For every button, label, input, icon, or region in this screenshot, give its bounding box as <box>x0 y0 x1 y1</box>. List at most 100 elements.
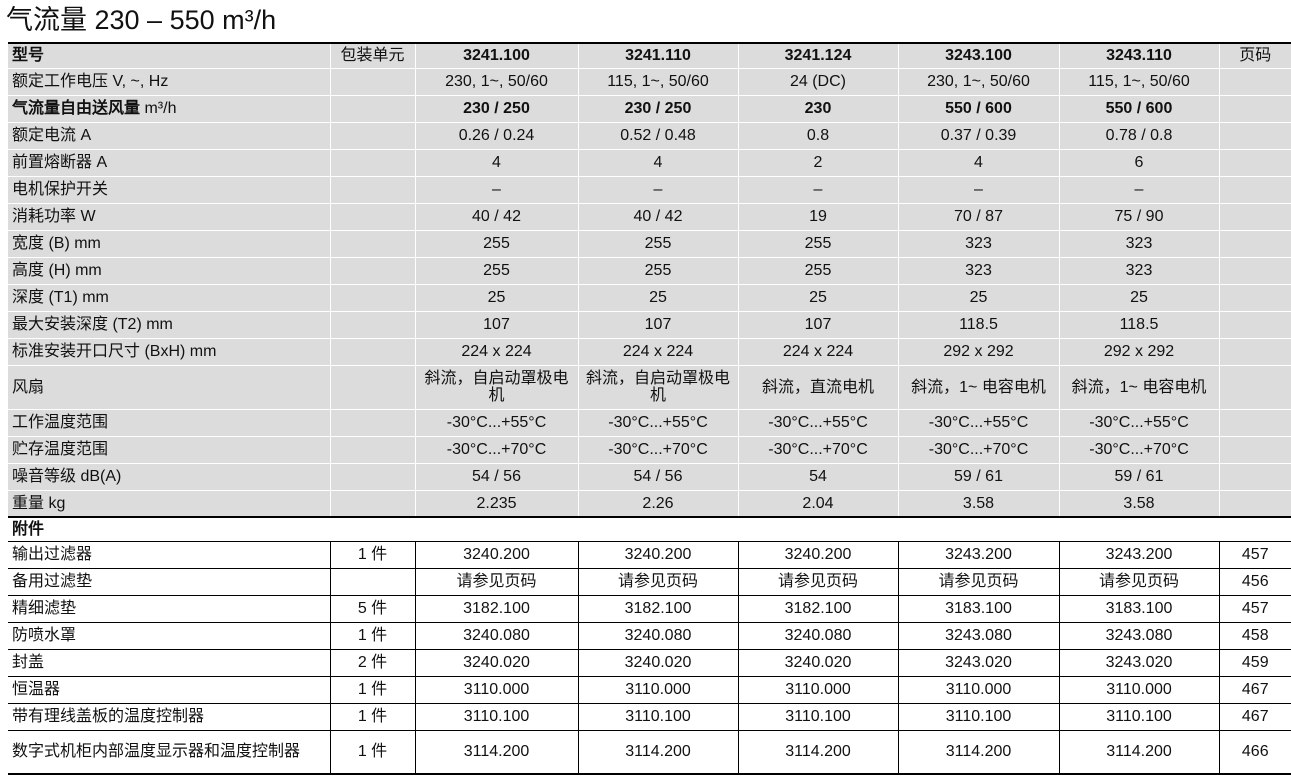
spec-row: 高度 (H) mm 255 255 255 323 323 <box>8 257 1291 285</box>
accessory-value: 请参见页码 <box>1058 568 1219 596</box>
accessory-value: 3240.080 <box>414 622 578 650</box>
accessory-value: 3243.020 <box>1058 649 1219 677</box>
spec-value: 3.58 <box>1058 490 1219 518</box>
accessory-value: 3110.000 <box>1058 676 1219 704</box>
spec-label: 深度 (T1) mm <box>8 284 330 312</box>
accessory-page: 457 <box>1218 541 1291 569</box>
spec-label-text: 宽度 (B) mm <box>12 235 101 252</box>
spec-value: -30°C...+55°C <box>577 409 738 437</box>
accessory-value: 3114.200 <box>577 730 738 775</box>
spec-value: 107 <box>577 311 738 339</box>
spec-value: 118.5 <box>1058 311 1219 339</box>
unit-cell <box>329 490 415 518</box>
accessory-page: 467 <box>1218 703 1291 731</box>
accessory-page: 467 <box>1218 676 1291 704</box>
spec-value: 54 / 56 <box>414 463 578 491</box>
spec-value: 2.235 <box>414 490 578 518</box>
spec-label-text: 气流量自由送风量 <box>12 100 141 117</box>
spec-value: 25 <box>414 284 578 312</box>
unit-cell <box>329 257 415 285</box>
spec-row: 额定工作电压 V, ~, Hz 230, 1~, 50/60 115, 1~, 50… <box>8 68 1291 96</box>
page-cell <box>1218 409 1291 437</box>
spec-value: – <box>737 176 898 204</box>
accessory-page: 466 <box>1218 730 1291 775</box>
spec-value: 59 / 61 <box>897 463 1059 491</box>
spec-value: 3.58 <box>897 490 1059 518</box>
spec-value: 550 / 600 <box>897 95 1059 123</box>
accessory-value: 3182.100 <box>737 595 898 623</box>
model-number: 3243.100 <box>897 42 1059 69</box>
accessory-value: 3182.100 <box>414 595 578 623</box>
page-cell <box>1218 95 1291 123</box>
spec-label: 电机保护开关 <box>8 176 330 204</box>
unit-cell <box>329 68 415 96</box>
page-cell <box>1218 490 1291 518</box>
spec-value: 59 / 61 <box>1058 463 1219 491</box>
accessory-page: 457 <box>1218 595 1291 623</box>
accessory-value: 3240.200 <box>737 541 898 569</box>
spec-value: 2 <box>737 149 898 177</box>
spec-label: 标准安装开口尺寸 (BxH) mm <box>8 338 330 366</box>
spec-value: 斜流，直流电机 <box>737 365 898 410</box>
unit-cell <box>329 230 415 258</box>
spec-value: 54 / 56 <box>577 463 738 491</box>
spec-value: 224 x 224 <box>737 338 898 366</box>
spec-row: 消耗功率 W 40 / 42 40 / 42 19 70 / 87 75 / 90 <box>8 203 1291 231</box>
accessory-page: 456 <box>1218 568 1291 596</box>
spec-value: 0.52 / 0.48 <box>577 122 738 150</box>
accessory-value: 3243.020 <box>897 649 1059 677</box>
page-cell <box>1218 122 1291 150</box>
spec-value: 255 <box>737 257 898 285</box>
accessory-value: 3114.200 <box>897 730 1059 775</box>
spec-value: -30°C...+70°C <box>737 436 898 464</box>
unit-cell <box>329 311 415 339</box>
spec-label-text: 噪音等级 dB(A) <box>12 468 122 485</box>
spec-value: 25 <box>897 284 1059 312</box>
header-row: 型号 包装单元 3241.100 3241.110 3241.124 3243.100 32… <box>8 42 1291 69</box>
spec-value: 0.8 <box>737 122 898 150</box>
spec-value: -30°C...+55°C <box>1058 409 1219 437</box>
accessory-row: 输出过滤器 1 件 3240.200 3240.200 3240.200 3243.200… <box>8 541 1291 569</box>
spec-value: 4 <box>414 149 578 177</box>
accessory-value: 3110.100 <box>1058 703 1219 731</box>
spec-value: 224 x 224 <box>414 338 578 366</box>
model-number: 3241.124 <box>737 42 898 69</box>
accessory-value: 3110.100 <box>577 703 738 731</box>
spec-row: 贮存温度范围 -30°C...+70°C -30°C...+70°C -30°C...… <box>8 436 1291 464</box>
page-cell <box>1218 68 1291 96</box>
spec-label-text: 深度 (T1) mm <box>12 289 109 306</box>
spec-label-text: 前置熔断器 A <box>12 154 108 171</box>
accessory-row: 防喷水罩 1 件 3240.080 3240.080 3240.080 3243.080 3… <box>8 622 1291 650</box>
spec-value: 230, 1~, 50/60 <box>414 68 578 96</box>
accessory-value: 3114.200 <box>414 730 578 775</box>
spec-value: 斜流，自启动罩极电机 <box>577 365 738 410</box>
accessory-unit: 2 件 <box>329 649 415 677</box>
spec-label-text: 标准安装开口尺寸 (BxH) mm <box>12 343 217 360</box>
spec-label-unit: m³/h <box>144 100 177 117</box>
spec-label: 贮存温度范围 <box>8 436 330 464</box>
spec-row: 最大安装深度 (T2) mm 107 107 107 118.5 118.5 <box>8 311 1291 339</box>
spec-value: 40 / 42 <box>414 203 578 231</box>
spec-value: 19 <box>737 203 898 231</box>
accessory-row: 带有理线盖板的温度控制器 1 件 3110.100 3110.100 3110.100 3… <box>8 703 1291 731</box>
spec-row: 电机保护开关 – – – – – <box>8 176 1291 204</box>
page-cell <box>1218 365 1291 410</box>
accessory-value: 3240.020 <box>577 649 738 677</box>
page-cell <box>1218 463 1291 491</box>
spec-value: -30°C...+70°C <box>577 436 738 464</box>
spec-label-text: 高度 (H) mm <box>12 262 102 279</box>
spec-value: 6 <box>1058 149 1219 177</box>
accessory-value: 3114.200 <box>737 730 898 775</box>
spec-value: 255 <box>414 257 578 285</box>
spec-value: 40 / 42 <box>577 203 738 231</box>
unit-cell <box>329 436 415 464</box>
accessory-value: 3110.000 <box>577 676 738 704</box>
spec-value: 323 <box>897 257 1059 285</box>
header-label: 型号 <box>8 42 330 69</box>
accessory-value: 3114.200 <box>1058 730 1219 775</box>
header-page: 页码 <box>1218 42 1291 69</box>
page-cell <box>1218 436 1291 464</box>
unit-cell <box>329 203 415 231</box>
accessory-value: 3240.200 <box>414 541 578 569</box>
spec-label: 额定电流 A <box>8 122 330 150</box>
